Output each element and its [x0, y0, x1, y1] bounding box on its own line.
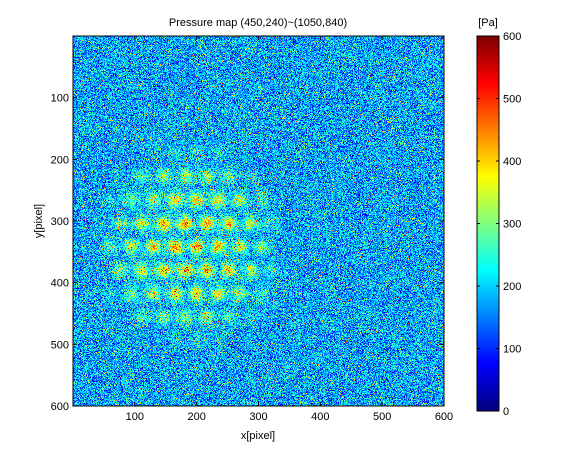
x-axis-label: x[pixel]: [241, 430, 275, 442]
plot-area-border: [72, 35, 445, 407]
y-axis-label: y[pixel]: [33, 204, 45, 238]
colorbar-tick-label: 500: [503, 94, 521, 106]
colorbar-tick-label: 600: [503, 31, 521, 43]
y-tick-label: 600: [51, 401, 69, 413]
colorbar-tick-label: 200: [503, 281, 521, 293]
colorbar-border: [476, 35, 500, 412]
x-axis-ticks: 100 200 300 400 500 600: [126, 411, 454, 423]
colorbar-tick-label: 0: [503, 406, 509, 418]
colorbar-tick-label: 400: [503, 156, 521, 168]
x-tick-label: 100: [126, 411, 144, 423]
y-tick-label: 400: [51, 278, 69, 290]
colorbar-gradient: [477, 36, 499, 411]
colorbar-tick-label: 100: [503, 344, 521, 356]
y-tick-label: 500: [51, 339, 69, 351]
colorbar-label: [Pa]: [478, 17, 498, 29]
colorbar-tick-label: 300: [503, 219, 521, 231]
y-tick-label: 200: [51, 154, 69, 166]
x-tick-label: 500: [373, 411, 391, 423]
colorbar-ticks: 0 100 200 300 400 500 600: [503, 31, 521, 418]
y-tick-label: 100: [51, 93, 69, 105]
x-tick-label: 200: [187, 411, 205, 423]
y-axis-ticks: 100 200 300 400 500 600: [51, 93, 69, 413]
y-tick-label: 300: [51, 216, 69, 228]
x-tick-label: 600: [435, 411, 453, 423]
chart-title: Pressure map (450,240)~(1050,840): [169, 17, 347, 29]
pressure-heatmap: [73, 36, 444, 406]
tick-marks: [73, 35, 499, 412]
x-tick-label: 400: [311, 411, 329, 423]
x-tick-label: 300: [249, 411, 267, 423]
